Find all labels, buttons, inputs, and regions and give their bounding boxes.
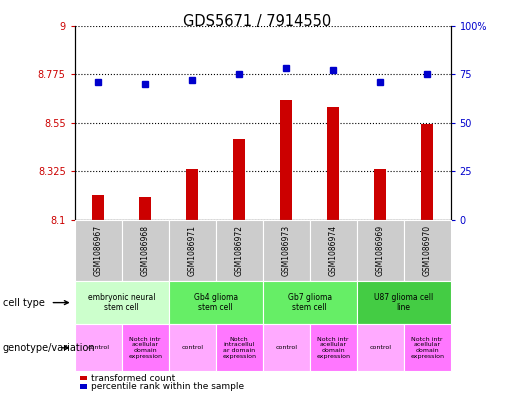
Text: Notch
intracellul
ar domain
expression: Notch intracellul ar domain expression (222, 337, 256, 359)
Text: GSM1086974: GSM1086974 (329, 225, 338, 276)
Text: GSM1086971: GSM1086971 (187, 225, 197, 276)
Text: control: control (369, 345, 391, 350)
Text: U87 glioma cell
line: U87 glioma cell line (374, 293, 433, 312)
Text: Gb7 glioma
stem cell: Gb7 glioma stem cell (287, 293, 332, 312)
Bar (421, 124, 433, 220)
Text: control: control (87, 345, 109, 350)
Bar (374, 169, 386, 220)
Bar (327, 107, 339, 220)
Text: GSM1086972: GSM1086972 (235, 225, 244, 276)
Text: GSM1086969: GSM1086969 (375, 225, 385, 276)
Text: Notch intr
acellular
domain
expression: Notch intr acellular domain expression (410, 337, 444, 359)
Text: GSM1086967: GSM1086967 (94, 225, 102, 276)
Text: cell type: cell type (3, 298, 44, 308)
Bar (186, 169, 198, 220)
Bar (92, 195, 104, 220)
Text: transformed count: transformed count (91, 374, 176, 382)
Text: GSM1086968: GSM1086968 (141, 225, 150, 276)
Text: Notch intr
acellular
domain
expression: Notch intr acellular domain expression (316, 337, 350, 359)
Text: control: control (275, 345, 297, 350)
Text: control: control (181, 345, 203, 350)
Text: embryonic neural
stem cell: embryonic neural stem cell (88, 293, 156, 312)
Text: Notch intr
acellular
domain
expression: Notch intr acellular domain expression (128, 337, 162, 359)
Text: Gb4 glioma
stem cell: Gb4 glioma stem cell (194, 293, 238, 312)
Text: GSM1086970: GSM1086970 (423, 225, 432, 276)
Bar (280, 100, 292, 220)
Text: GSM1086973: GSM1086973 (282, 225, 290, 276)
Bar (139, 197, 151, 220)
Text: percentile rank within the sample: percentile rank within the sample (91, 382, 244, 391)
Bar (233, 139, 245, 220)
Text: GDS5671 / 7914550: GDS5671 / 7914550 (183, 14, 332, 29)
Text: genotype/variation: genotype/variation (3, 343, 95, 353)
